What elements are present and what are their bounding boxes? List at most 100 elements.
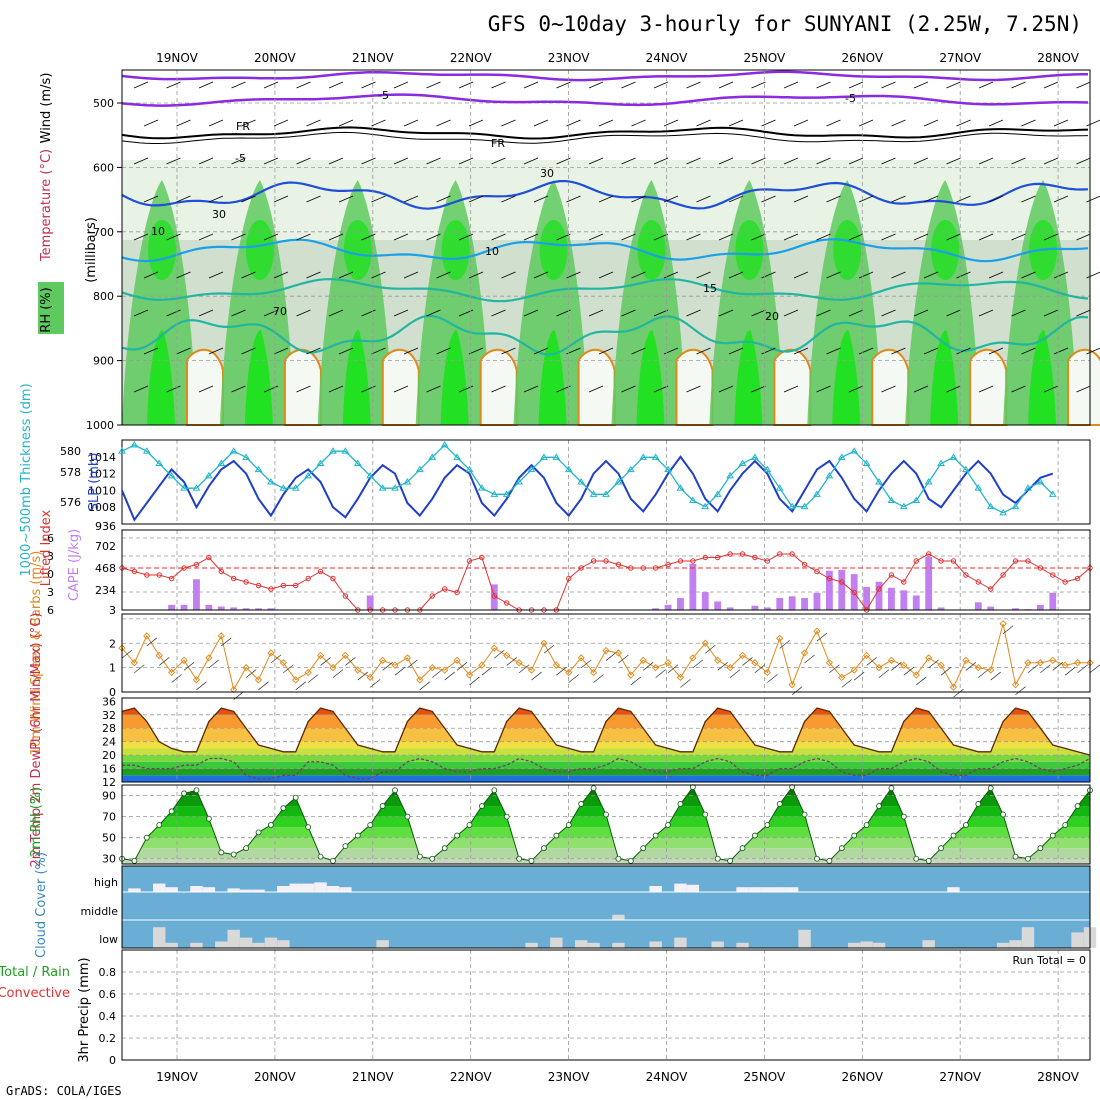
wind-barb: [686, 157, 701, 165]
wind-speed-point: [354, 666, 362, 674]
wind-barb-10m: [990, 671, 1001, 681]
slp-tick-label: 1010: [88, 484, 116, 497]
wind-barb: [848, 81, 864, 89]
cape-bar: [875, 581, 883, 610]
wind-barb: [718, 309, 734, 317]
temp-contour-warm: [1067, 348, 1100, 426]
wind-barb: [891, 347, 906, 355]
cloud-bar-high: [301, 883, 315, 892]
wind-speed-point: [143, 632, 151, 640]
wind-barb-10m: [208, 659, 220, 669]
wind-speed-point: [751, 659, 759, 667]
wind-barb: [946, 157, 961, 165]
lifted-index-point: [255, 582, 262, 589]
legend-temp-label: Temperature (°C): [39, 149, 54, 262]
wind-barb: [858, 347, 874, 355]
wind-barb: [728, 119, 744, 127]
wind-barb: [783, 385, 799, 393]
wind-barb: [653, 385, 669, 393]
wind-speed-point: [676, 673, 685, 682]
wind-barb: [231, 309, 246, 317]
wind-barb: [621, 309, 636, 317]
date-label-top: 24NOV: [646, 51, 688, 65]
thickness-point: [155, 459, 164, 466]
wind-barb: [956, 347, 971, 355]
wind-barb-10m: [369, 679, 381, 688]
wind-barb: [468, 119, 484, 127]
lifted-index-point: [938, 558, 944, 564]
wind-speed-point: [962, 656, 970, 664]
rh-point: [888, 785, 895, 792]
wind-barb: [263, 233, 279, 241]
rh-color-band: [122, 827, 1090, 838]
contour-label: -5: [845, 92, 856, 105]
wind-speed-point: [1036, 659, 1044, 667]
cape-bar: [366, 595, 374, 610]
wind-barb-10m: [729, 669, 741, 678]
rh-point: [330, 857, 336, 864]
temp-tick-label: 16: [102, 763, 116, 776]
wind-speed-point: [168, 668, 176, 677]
wind-speed-point: [1061, 661, 1069, 669]
cloud-ylabel: Cloud Cover (%): [34, 852, 49, 958]
cape-bar: [1012, 608, 1019, 610]
pressure-tick-label: 1000: [86, 419, 114, 432]
wind-barb: [728, 195, 744, 203]
lifted-index-point: [491, 593, 498, 599]
wind-barb: [1021, 271, 1036, 279]
lifted-index-point: [913, 558, 919, 564]
rh-point: [528, 857, 535, 864]
wind-barb: [338, 195, 354, 203]
rh-point: [218, 849, 225, 856]
legend-rh-swatch: [38, 282, 64, 334]
wind-barb: [946, 385, 961, 393]
wind-barb: [426, 233, 441, 241]
cape-bar: [801, 598, 808, 610]
lifted-index-point: [479, 554, 485, 561]
wind-barb: [653, 309, 669, 317]
thickness-point: [651, 453, 660, 460]
temp-contour-minus5: [121, 93, 1089, 107]
thickness-tick-label: 578: [60, 466, 81, 479]
li-tick-label: -3: [43, 550, 54, 563]
precip-tick-label: 0: [109, 1054, 116, 1067]
wind-barb-10m: [357, 671, 369, 681]
lifted-index-point: [578, 565, 584, 571]
rh-point: [938, 845, 944, 852]
wind-speed-point: [602, 646, 610, 655]
wind-barb-10m: [1027, 664, 1039, 674]
thickness-point: [552, 453, 561, 460]
cloud-bar-low: [860, 941, 873, 948]
lifted-index-point: [851, 589, 857, 596]
cape-bar: [267, 608, 275, 610]
wind-barb: [208, 119, 224, 127]
contour-label: 30: [212, 208, 226, 221]
thickness-point: [391, 484, 399, 491]
wind-barb: [1021, 195, 1036, 203]
wind-barb: [978, 81, 994, 89]
wind-barb-10m: [345, 657, 356, 666]
cape-ylabel: CAPE (J/kg): [67, 529, 82, 601]
thickness-point: [887, 496, 896, 503]
wind-barb-10m: [283, 664, 294, 674]
cape-bar: [974, 602, 982, 610]
rh-saturated-core: [930, 330, 959, 425]
wind-barb: [881, 81, 896, 89]
wind-barb: [1011, 309, 1026, 317]
rh-point: [143, 834, 150, 841]
contour-label: 15: [703, 282, 717, 295]
wind-barb-10m: [667, 664, 679, 674]
temp-contour-warm: [186, 348, 224, 426]
lifted-index-point: [1050, 572, 1056, 578]
rh-point: [1037, 845, 1044, 852]
wind-barb: [371, 119, 386, 127]
wind-barb: [241, 119, 256, 127]
wind-speed-point: [565, 668, 573, 677]
rh-point: [603, 811, 609, 818]
wind-barb: [1076, 233, 1091, 241]
wind-barb: [816, 309, 831, 317]
rh-color-band: [122, 816, 1090, 828]
thickness-point: [1011, 502, 1020, 510]
cloud-bar-high: [773, 887, 786, 892]
lifted-index-point: [504, 600, 510, 606]
